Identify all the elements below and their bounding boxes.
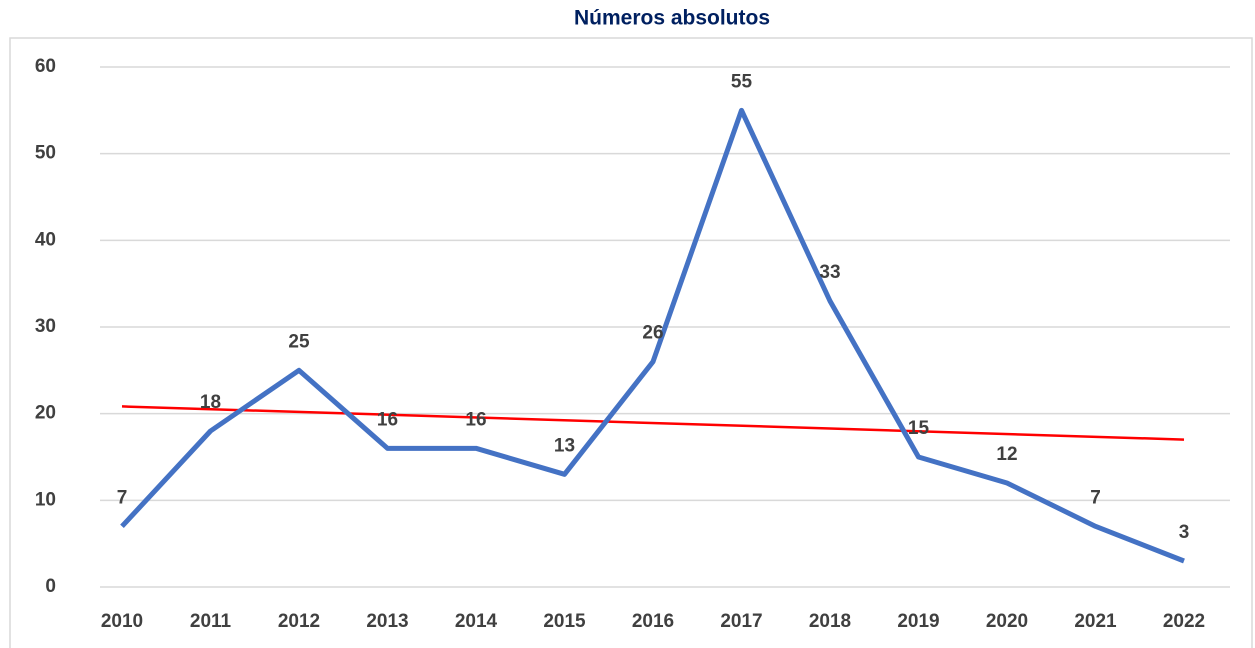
data-label: 16 bbox=[377, 409, 398, 430]
y-tick-label: 0 bbox=[45, 576, 56, 597]
data-label: 12 bbox=[996, 444, 1017, 465]
data-label: 7 bbox=[1090, 487, 1101, 508]
x-tick-label: 2019 bbox=[897, 611, 939, 632]
y-tick-label: 60 bbox=[35, 56, 56, 77]
x-tick-label: 2020 bbox=[986, 611, 1028, 632]
x-tick-label: 2010 bbox=[101, 611, 143, 632]
data-label: 15 bbox=[908, 418, 930, 439]
x-tick-label: 2022 bbox=[1163, 611, 1205, 632]
data-label: 55 bbox=[731, 71, 753, 92]
data-label: 16 bbox=[465, 409, 486, 430]
y-tick-label: 50 bbox=[35, 143, 56, 164]
x-tick-label: 2014 bbox=[455, 611, 498, 632]
chart-title: Números absolutos bbox=[574, 7, 770, 30]
x-tick-label: 2011 bbox=[190, 611, 232, 632]
x-tick-label: 2012 bbox=[278, 611, 320, 632]
x-tick-label: 2013 bbox=[366, 611, 408, 632]
x-tick-label: 2021 bbox=[1074, 611, 1117, 632]
data-label: 7 bbox=[117, 487, 128, 508]
data-label: 33 bbox=[819, 262, 840, 283]
x-tick-label: 2017 bbox=[720, 611, 762, 632]
trendline bbox=[121, 405, 1185, 441]
y-tick-label: 40 bbox=[35, 229, 56, 250]
data-label: 26 bbox=[642, 323, 663, 344]
data-label: 3 bbox=[1179, 522, 1190, 543]
y-tick-label: 20 bbox=[35, 403, 56, 424]
x-tick-label: 2016 bbox=[632, 611, 674, 632]
y-tick-label: 30 bbox=[35, 316, 56, 337]
data-label: 25 bbox=[288, 331, 310, 352]
x-tick-label: 2015 bbox=[543, 611, 586, 632]
x-tick-label: 2018 bbox=[809, 611, 851, 632]
data-line bbox=[120, 107, 1185, 564]
data-label: 18 bbox=[200, 392, 221, 413]
data-label: 13 bbox=[554, 435, 575, 456]
y-tick-label: 10 bbox=[35, 489, 56, 510]
chart-frame bbox=[9, 37, 1253, 648]
